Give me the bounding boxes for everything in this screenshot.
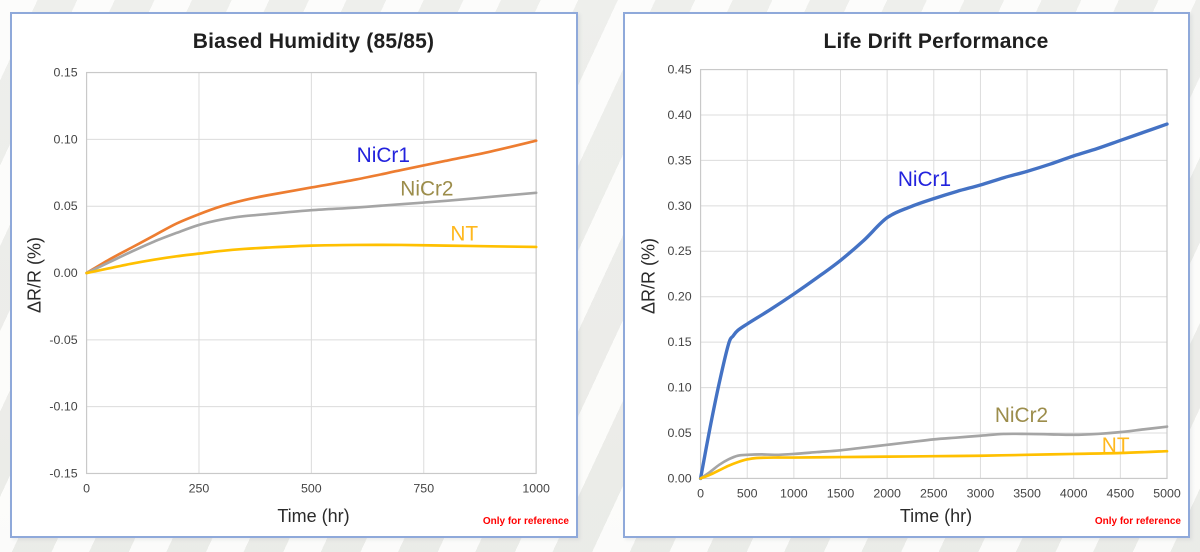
series-line-nicr2	[85, 191, 538, 275]
y-tick-label: 0.10	[54, 132, 78, 146]
series-line-nicr2	[699, 425, 1169, 480]
x-axis-title: Time (hr)	[899, 506, 973, 526]
y-tick-label: 0.35	[668, 153, 692, 167]
x-tick-label: 4000	[1060, 486, 1088, 500]
y-tick-label: 0.25	[668, 244, 692, 258]
y-tick-label: 0.20	[668, 290, 692, 304]
series-label-nicr2: NiCr2	[995, 404, 1048, 427]
series-label-nicr1: NiCr1	[898, 168, 951, 191]
reference-disclaimer: Only for reference	[482, 516, 569, 527]
y-tick-label: -0.05	[49, 333, 77, 347]
y-tick-label: -0.15	[49, 466, 77, 480]
x-tick-label: 2500	[920, 486, 948, 500]
series-label-nt: NT	[450, 223, 478, 246]
y-tick-label: 0.45	[668, 63, 692, 77]
x-tick-label: 0	[83, 481, 90, 495]
y-tick-label: 0.10	[668, 381, 692, 395]
life-drift-line-chart: 0 500 1000 1500 2000 2500 3000 3500 4000 4500 5000…	[668, 63, 1181, 501]
x-tick-label: 5000	[1153, 486, 1181, 500]
y-tick-label: 0.40	[668, 108, 692, 122]
x-tick-label: 0	[697, 486, 704, 500]
x-tick-label: 500	[301, 481, 322, 495]
series-line-nt	[699, 449, 1169, 480]
y-tick-label: 0.00	[668, 471, 692, 485]
y-tick-label: 0.05	[54, 199, 78, 213]
series-label-nicr1: NiCr1	[357, 144, 410, 167]
series-line-nicr1	[698, 122, 1169, 481]
y-tick-label: 0.15	[54, 66, 78, 80]
x-tick-label: 3000	[967, 486, 995, 500]
x-tick-label: 1000	[522, 481, 550, 495]
x-tick-label: 250	[189, 481, 210, 495]
chart-title-biased-humidity: Biased Humidity (85/85)	[192, 30, 435, 53]
series-label-nt: NT	[1102, 434, 1130, 457]
y-tick-label: 0.30	[668, 199, 692, 213]
x-tick-label: 750	[413, 481, 434, 495]
life-drift-chart-panel: Life Drift Performance ΔR/R (%) 0 500 1000…	[623, 12, 1190, 538]
y-tick-label: 0.00	[54, 266, 78, 280]
x-axis-title: Time (hr)	[277, 506, 350, 526]
x-tick-label: 3500	[1013, 486, 1041, 500]
biased-humidity-line-chart: 0 250 500 750 1000 0.15 0.10 0.05 0.00 -0.05 -0.10…	[49, 66, 550, 496]
x-tick-label: 2000	[873, 486, 901, 500]
chart-title-life-drift: Life Drift Performance	[823, 30, 1049, 53]
biased-humidity-chart-panel: Biased Humidity (85/85) ΔR/R (%) 0 250 500…	[10, 12, 578, 538]
x-tick-label: 1500	[827, 486, 855, 500]
y-tick-label: 0.15	[668, 335, 692, 349]
series-label-nicr2: NiCr2	[400, 177, 453, 200]
x-tick-label: 500	[737, 486, 758, 500]
x-tick-label: 1000	[780, 486, 808, 500]
series-line-nicr1	[85, 139, 538, 275]
x-tick-label: 4500	[1107, 486, 1135, 500]
reference-disclaimer: Only for reference	[1094, 516, 1181, 527]
y-tick-label: 0.05	[668, 426, 692, 440]
y-tick-label: -0.10	[49, 400, 77, 414]
series-line-nt	[85, 243, 538, 275]
plot-area-border	[699, 68, 1168, 480]
